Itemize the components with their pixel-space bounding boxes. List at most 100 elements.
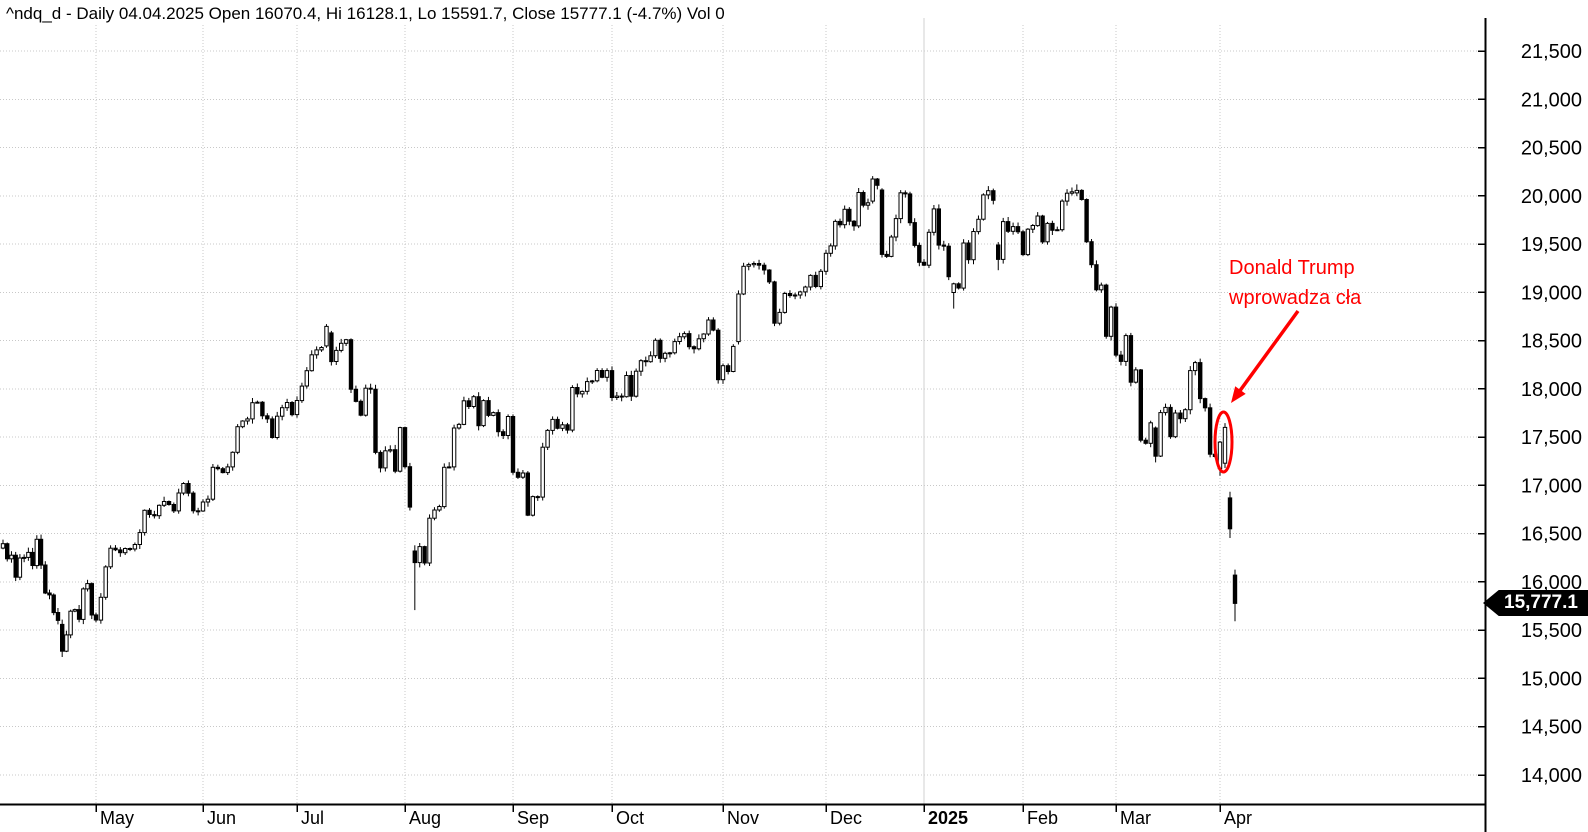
candle <box>501 431 506 437</box>
candle <box>1133 369 1138 383</box>
candle <box>580 390 585 395</box>
y-tick-label: 20,000 <box>1521 186 1582 208</box>
candle <box>787 293 793 297</box>
y-tick-label: 15,000 <box>1521 668 1582 690</box>
candle <box>412 550 418 564</box>
candle <box>619 395 624 398</box>
candle <box>1025 228 1031 256</box>
candle <box>118 549 123 554</box>
candle <box>875 178 880 186</box>
candle <box>716 329 721 381</box>
candle <box>570 387 575 431</box>
candle <box>1089 241 1094 266</box>
candle <box>813 274 818 287</box>
candle <box>1069 191 1075 194</box>
candle <box>706 319 711 335</box>
candle <box>250 402 255 420</box>
candle <box>85 583 90 590</box>
candle <box>751 263 757 266</box>
candle <box>137 532 143 545</box>
candle <box>677 336 682 343</box>
candle <box>971 231 976 261</box>
y-tick-label: 14,000 <box>1521 765 1582 787</box>
candle <box>1113 306 1119 356</box>
candle <box>60 623 65 652</box>
candle <box>393 449 398 472</box>
candle <box>72 609 78 612</box>
y-tick-label: 16,500 <box>1521 524 1582 546</box>
candle <box>76 609 82 620</box>
candle <box>672 341 677 354</box>
candle <box>210 466 216 500</box>
annotation-arrow-head <box>1231 386 1246 403</box>
candle <box>200 501 206 512</box>
candle <box>1074 189 1079 194</box>
candle <box>520 472 526 478</box>
y-tick-label: 20,500 <box>1521 138 1582 160</box>
candle <box>166 501 172 505</box>
candle <box>946 245 951 278</box>
x-axis-month-label: Sep <box>517 808 549 828</box>
candle <box>1084 199 1089 243</box>
candle <box>245 418 250 422</box>
candle <box>847 208 852 222</box>
candle <box>280 407 285 417</box>
x-axis-year-label: 2025 <box>928 808 968 828</box>
candle <box>926 231 932 266</box>
candle <box>147 509 152 515</box>
candle <box>481 400 486 427</box>
candle <box>912 222 917 246</box>
candle <box>941 244 946 247</box>
candle <box>1188 370 1193 411</box>
x-axis-month-label: Jul <box>301 808 324 828</box>
y-tick-label: 18,000 <box>1521 379 1582 401</box>
candle <box>884 253 889 257</box>
candle <box>643 360 648 363</box>
candle <box>736 293 741 343</box>
y-tick-label: 19,500 <box>1521 234 1582 256</box>
candle <box>476 396 481 427</box>
candle <box>525 472 530 516</box>
candle <box>550 418 555 431</box>
x-axis-month-label: Nov <box>727 808 759 828</box>
candle <box>402 427 408 468</box>
candle <box>176 492 181 512</box>
y-tick-label: 21,500 <box>1521 41 1582 63</box>
candle <box>157 504 162 517</box>
candle <box>936 208 941 246</box>
candle <box>609 370 615 399</box>
candle <box>113 547 118 551</box>
candle <box>220 468 226 474</box>
candle <box>339 342 344 351</box>
candle <box>731 345 736 372</box>
candle <box>837 220 843 226</box>
candle <box>0 543 6 549</box>
candle <box>230 451 235 468</box>
candle <box>1178 412 1183 420</box>
candle <box>633 370 639 397</box>
candle <box>81 588 86 620</box>
candle <box>798 291 803 296</box>
candle <box>1138 369 1143 441</box>
candle <box>1118 354 1124 362</box>
candle <box>34 538 39 567</box>
candle <box>741 265 746 295</box>
candle <box>565 424 570 431</box>
candle <box>782 293 787 313</box>
candle <box>653 339 658 357</box>
annotation-line1: Donald Trump <box>1229 257 1355 279</box>
candle <box>304 370 310 387</box>
candle <box>701 333 706 340</box>
candle <box>13 554 18 578</box>
candle <box>861 192 866 206</box>
candle <box>1079 189 1084 200</box>
candle <box>777 311 782 324</box>
candle <box>1045 222 1050 243</box>
candle <box>334 349 339 362</box>
y-tick-label: 17,000 <box>1521 475 1582 497</box>
candle <box>103 566 108 598</box>
candle <box>383 450 388 469</box>
candle <box>662 352 668 359</box>
candle <box>720 365 726 381</box>
candle <box>818 270 823 288</box>
